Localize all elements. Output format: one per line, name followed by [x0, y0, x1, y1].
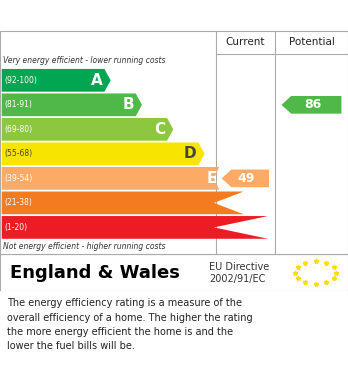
Text: (81-91): (81-91)	[4, 100, 32, 109]
Polygon shape	[2, 216, 268, 239]
Polygon shape	[2, 118, 173, 141]
Text: (1-20): (1-20)	[4, 223, 27, 232]
Polygon shape	[2, 93, 142, 116]
Text: Not energy efficient - higher running costs: Not energy efficient - higher running co…	[3, 242, 166, 251]
Text: (55-68): (55-68)	[4, 149, 32, 158]
Text: Potential: Potential	[288, 38, 334, 47]
Text: Current: Current	[226, 38, 265, 47]
Text: F: F	[231, 196, 242, 210]
Text: (21-38): (21-38)	[4, 198, 32, 207]
Text: EU Directive
2002/91/EC: EU Directive 2002/91/EC	[209, 262, 269, 283]
Text: D: D	[184, 146, 197, 161]
Text: 86: 86	[304, 98, 321, 111]
Polygon shape	[2, 142, 205, 165]
Text: C: C	[154, 122, 165, 137]
Polygon shape	[282, 96, 341, 114]
Text: Energy Efficiency Rating: Energy Efficiency Rating	[10, 8, 220, 23]
Text: (92-100): (92-100)	[4, 76, 37, 85]
Text: Very energy efficient - lower running costs: Very energy efficient - lower running co…	[3, 56, 166, 65]
Text: A: A	[91, 73, 103, 88]
Text: B: B	[122, 97, 134, 112]
Polygon shape	[222, 170, 269, 187]
Polygon shape	[2, 69, 111, 91]
Polygon shape	[2, 167, 219, 190]
Polygon shape	[2, 192, 244, 214]
Text: 49: 49	[238, 172, 255, 185]
Text: (39-54): (39-54)	[4, 174, 32, 183]
Text: G: G	[254, 220, 266, 235]
Text: England & Wales: England & Wales	[10, 264, 180, 282]
Text: (69-80): (69-80)	[4, 125, 32, 134]
Text: The energy efficiency rating is a measure of the
overall efficiency of a home. T: The energy efficiency rating is a measur…	[7, 298, 253, 352]
Text: E: E	[207, 171, 218, 186]
